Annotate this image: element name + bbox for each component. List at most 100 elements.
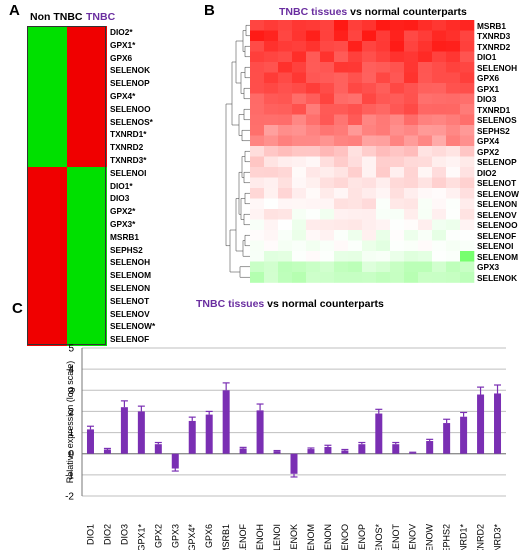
panel-a-cell-non-tnbc [27, 154, 67, 167]
heatmap-cell [376, 30, 391, 42]
heatmap-cell [404, 272, 419, 283]
panel-a-gene-label: SEPHS2 [110, 244, 143, 255]
heatmap-cell [334, 146, 349, 157]
heatmap-cell [278, 104, 293, 115]
x-tick-label: GPX1* [136, 524, 146, 550]
heatmap-cell [320, 146, 335, 157]
heatmap-cell [446, 146, 461, 157]
panel-a-cell-tnbc [67, 192, 107, 206]
panel-a-gene-label: MSRB1 [110, 231, 140, 242]
panel-label-a: A [9, 2, 20, 19]
panel-a-col2-header: TNBC [86, 11, 116, 23]
heatmap-cell [404, 230, 419, 241]
heatmap-cell [446, 240, 461, 252]
panel-a-cell-non-tnbc [27, 77, 67, 90]
heatmap-cell [404, 251, 419, 262]
heatmap-cell [334, 72, 349, 84]
panel-a-cell-tnbc [67, 269, 107, 282]
heatmap-cell [404, 125, 419, 136]
panel-a-cell-non-tnbc [27, 243, 67, 257]
heatmap-cell [278, 125, 293, 136]
panel-b-gene-label: SELENOT [477, 178, 517, 188]
heatmap-cell [334, 219, 349, 231]
panel-a-gene-label: SELENOV [110, 308, 150, 319]
panel-b-gene-label: TXNRD1 [477, 104, 511, 115]
x-tick-label: SELENOS* [374, 524, 384, 550]
heatmap-cell [418, 20, 433, 31]
panel-a-gene-label: GPX1* [110, 39, 136, 50]
panel-a-gene-label: SELENON [110, 283, 151, 293]
heatmap-cell [348, 114, 363, 126]
bar [460, 416, 468, 454]
heatmap-cell [320, 104, 335, 115]
heatmap-cell [460, 156, 475, 168]
panel-a-gene-label: GPX2* [110, 206, 136, 217]
bar [239, 448, 247, 454]
x-tick-label: TXNRD1* [459, 524, 469, 550]
heatmap-cell [334, 125, 349, 136]
y-tick-label: -1 [65, 470, 74, 481]
heatmap-cell [362, 240, 377, 252]
heatmap-cell [250, 114, 265, 126]
heatmap-cell [250, 219, 265, 231]
heatmap-cell [264, 41, 279, 52]
heatmap-cell [362, 93, 377, 105]
heatmap-cell [460, 51, 475, 63]
heatmap-cell [320, 261, 335, 273]
x-tick-label: DIO1 [85, 524, 95, 545]
panel-a-cell-non-tnbc [27, 90, 67, 103]
heatmap-cell [432, 125, 447, 136]
panel-a-cell-non-tnbc [27, 141, 67, 154]
heatmap-cell [320, 41, 335, 52]
panel-a-cell-tnbc [67, 38, 107, 52]
heatmap-cell [306, 209, 321, 220]
heatmap-cell [376, 114, 391, 126]
heatmap-cell [446, 114, 461, 126]
heatmap-cell [404, 219, 419, 231]
heatmap-cell [292, 51, 307, 63]
bar [375, 413, 383, 454]
heatmap-cell [334, 251, 349, 262]
heatmap-cell [320, 230, 335, 241]
panel-a-cell-tnbc [67, 128, 107, 142]
panel-a-gene-label: SELENOK [110, 65, 151, 76]
bar [307, 449, 315, 454]
heatmap-cell [390, 272, 405, 283]
panel-a-cell-tnbc [67, 179, 107, 193]
heatmap-cell [390, 230, 405, 241]
panel-a-cell-tnbc [67, 294, 107, 308]
heatmap-cell [376, 209, 391, 220]
heatmap-cell [292, 20, 307, 31]
heatmap-cell [306, 230, 321, 241]
heatmap-cell [446, 167, 461, 178]
heatmap-cell [250, 83, 265, 94]
heatmap-cell [446, 125, 461, 136]
panel-a-cell-non-tnbc [27, 218, 67, 231]
heatmap-cell [404, 209, 419, 220]
heatmap-cell [320, 240, 335, 252]
panel-a-cell-tnbc [67, 282, 107, 295]
heatmap-cell [264, 156, 279, 168]
heatmap-cell [376, 104, 391, 115]
heatmap-cell [250, 240, 265, 252]
panel-b-title-rest: vs normal counterparts [347, 6, 467, 18]
heatmap-cell [376, 251, 391, 262]
heatmap-cell [432, 104, 447, 115]
heatmap-cell [418, 93, 433, 105]
heatmap-cell [432, 41, 447, 52]
heatmap-cell [278, 230, 293, 241]
bar [188, 420, 196, 454]
panel-b-gene-label: SELENOF [477, 230, 517, 241]
heatmap-cell [390, 72, 405, 84]
heatmap-cell [390, 114, 405, 126]
panel-a-cell-tnbc [67, 51, 107, 65]
heatmap-cell [250, 125, 265, 136]
panel-a-cell-non-tnbc [27, 26, 67, 39]
y-axis-label: Relative expression (log scale) [65, 361, 75, 484]
heatmap-cell [418, 83, 433, 94]
heatmap-cell [390, 188, 405, 199]
heatmap-cell [376, 261, 391, 273]
heatmap-cell [348, 230, 363, 241]
x-tick-label: SELENOT [391, 524, 401, 550]
heatmap-cell [460, 219, 475, 231]
